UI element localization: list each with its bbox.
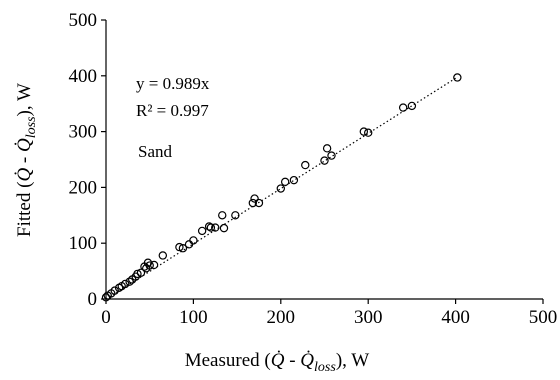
plot-area: 0 100 200 300 400 500 0 100 200 300 400 500 [69,10,558,328]
data-point [110,286,119,295]
data-point [398,103,408,112]
y-axis-title-subscript: loss [24,116,39,138]
data-point [289,175,299,185]
trendline [105,76,458,300]
x-axis-title-subscript: loss [314,360,336,375]
data-point [327,151,336,160]
y-axis-title: Fitted (Q̇ - Q̇loss), W [13,83,39,237]
r-squared-label: R² = 0.997 [136,101,209,120]
data-point [204,222,214,231]
y-tick-label: 100 [69,233,98,254]
data-point [231,211,240,220]
material-label: Sand [138,142,173,161]
y-axis-title-suffix: ), W [14,83,35,116]
data-point [101,293,111,302]
data-point [145,261,154,270]
x-axis-title-qloss: Q̇ [300,349,314,371]
x-axis-title: Measured (Q̇ - Q̇loss), W [185,349,370,375]
x-tick-label: 0 [101,307,111,328]
data-point [184,240,194,249]
y-axis-title-minus: - [14,152,35,168]
data-point [136,268,146,277]
x-tick-label: 500 [529,307,558,328]
x-tick-label: 100 [179,307,208,328]
y-tick-label: 300 [69,122,98,143]
data-point [211,223,220,232]
x-tick-label: 200 [267,307,296,328]
data-point [322,144,332,153]
data-point [359,127,369,136]
y-axis-title-prefix: Fitted ( [14,182,35,237]
data-point [254,198,264,208]
x-axis-title-prefix: Measured ( [185,350,271,371]
data-point [276,184,285,193]
data-point [125,277,134,286]
data-point [189,236,198,245]
data-point [364,128,373,137]
x-axis-title-q: Q̇ [271,349,285,371]
data-point [197,226,207,236]
data-point [407,101,417,111]
data-point [280,177,290,187]
y-tick-label: 200 [69,177,98,198]
data-point [178,244,188,253]
data-point [453,73,462,82]
data-point [133,269,142,279]
y-tick-label: 500 [69,10,98,31]
y-axis-title-qloss: Q̇ [13,138,35,152]
data-point [121,279,130,289]
x-tick-label: 300 [354,307,383,328]
data-point [218,211,227,220]
x-tick-label: 400 [441,307,470,328]
data-point [149,260,159,270]
data-point [175,242,184,252]
y-axis-title-q: Q̇ [13,168,35,182]
data-point [248,198,258,208]
data-point [250,194,259,203]
data-point [158,251,168,260]
y-tick-label: 400 [69,66,98,87]
data-point [206,223,216,232]
x-axis-title-suffix: ), W [336,350,369,371]
data-point [301,160,310,170]
data-point [219,223,229,233]
data-point [320,156,329,165]
y-tick-label: 0 [88,289,98,310]
x-axis-title-minus: - [284,350,300,371]
equation-label: y = 0.989x [136,74,210,93]
